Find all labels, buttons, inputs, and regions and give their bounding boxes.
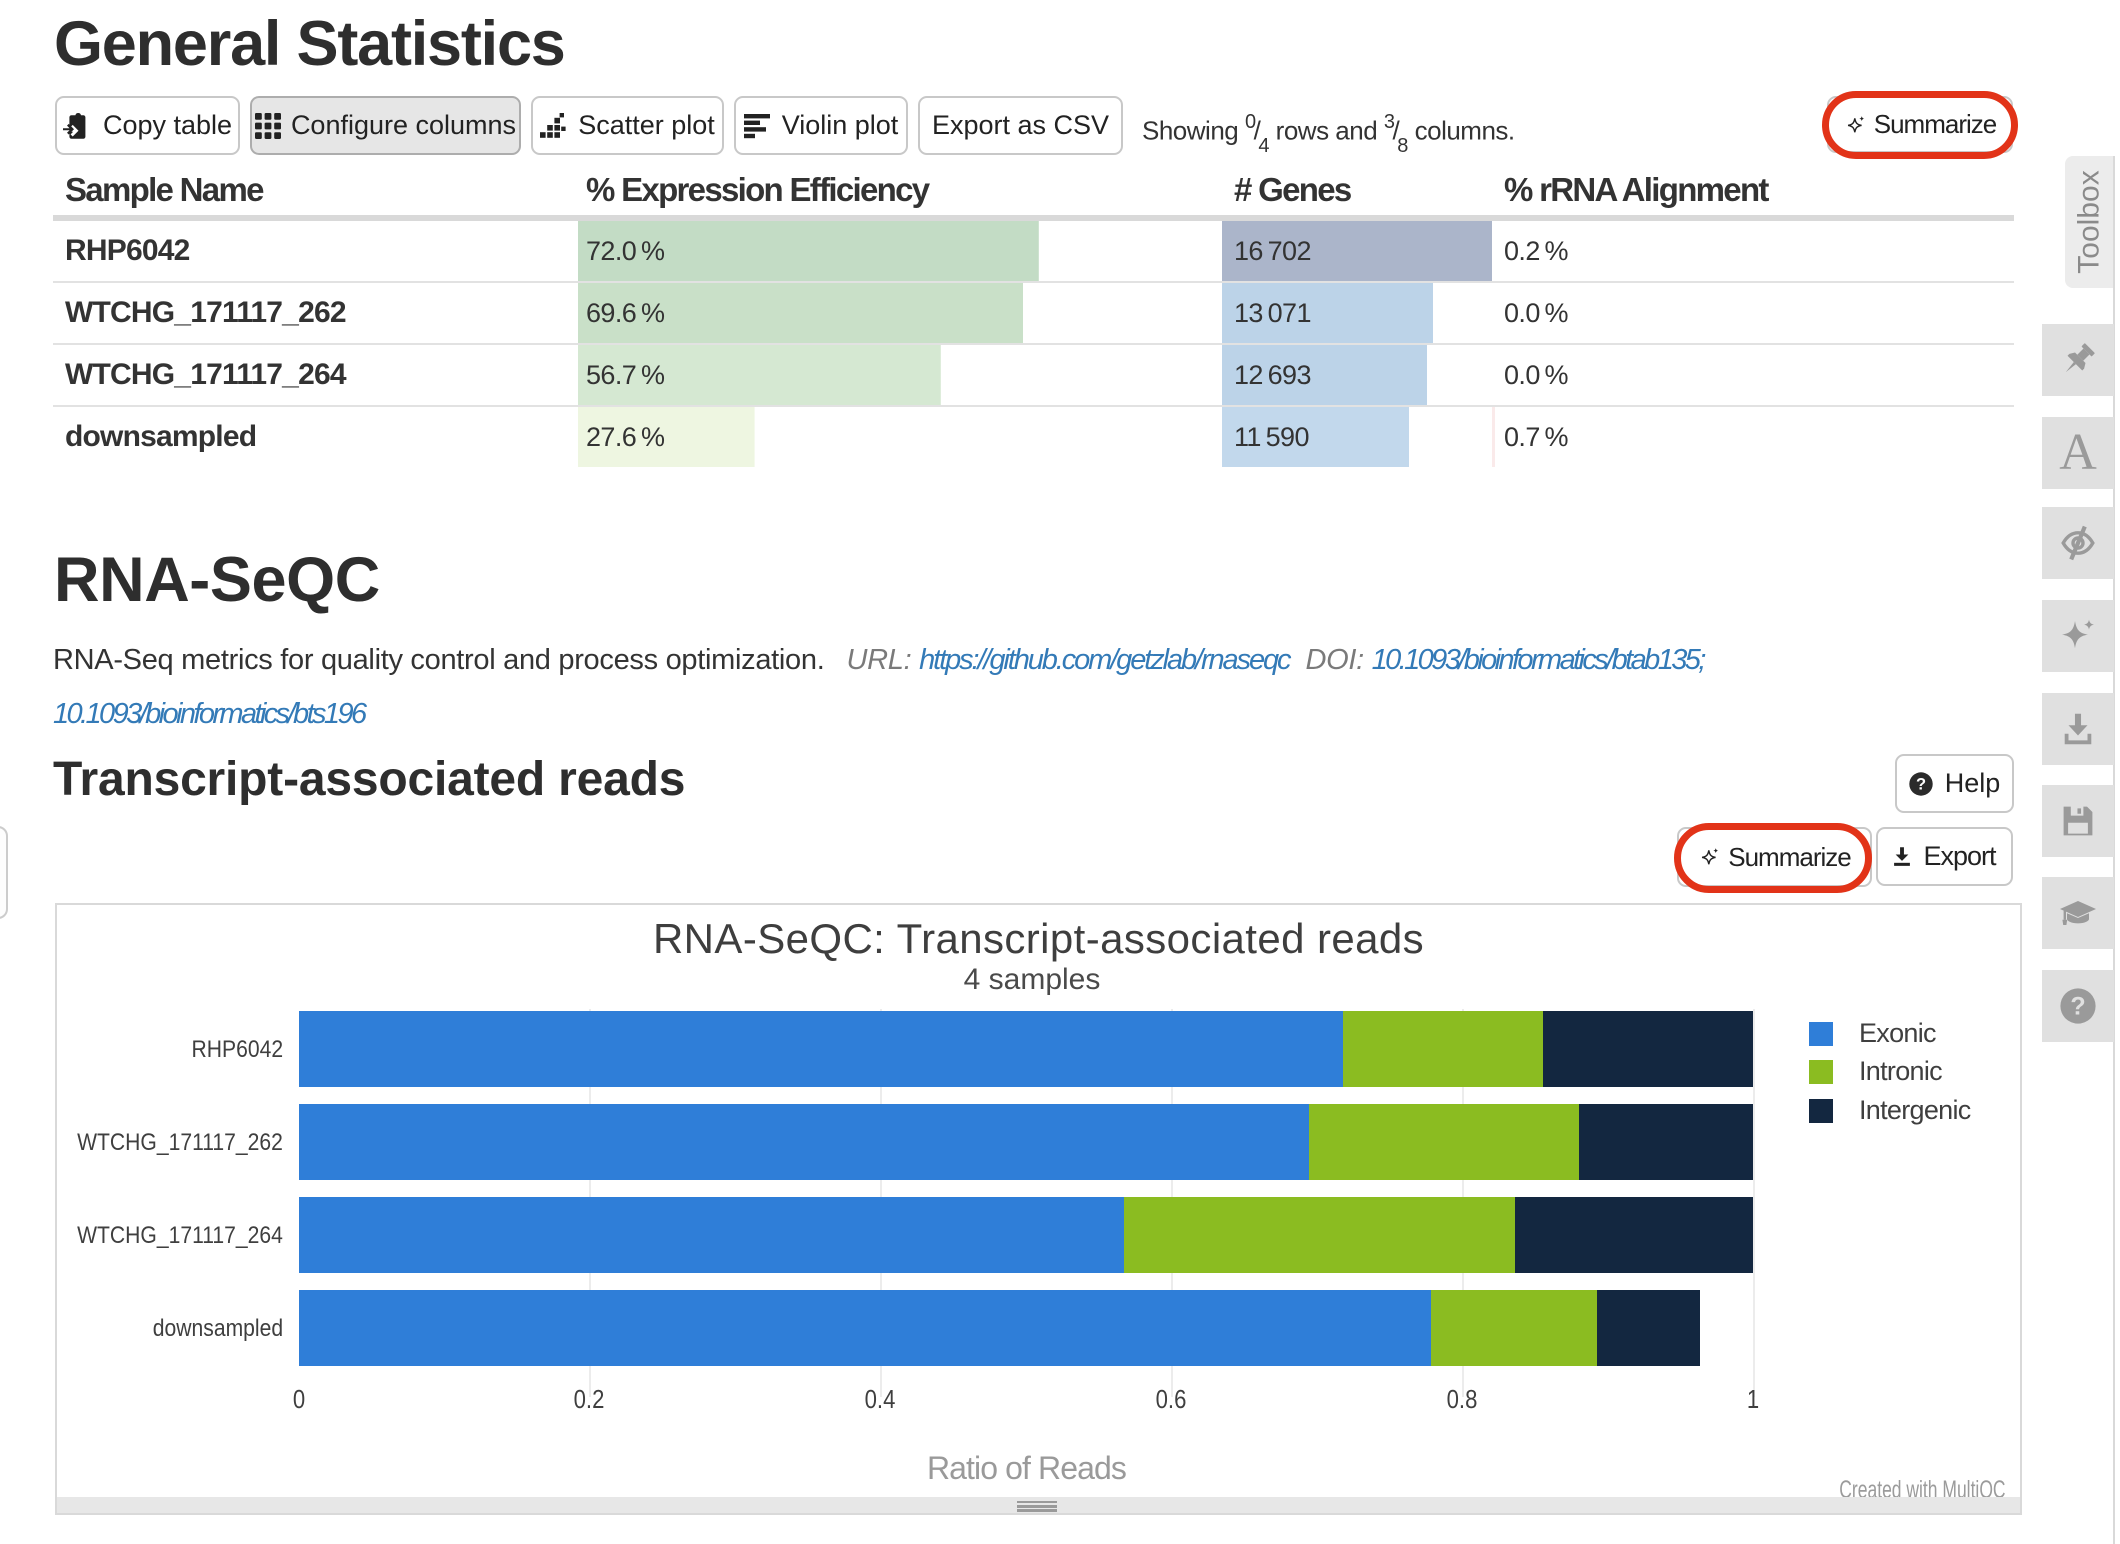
svg-text:?: ? [1916, 775, 1926, 793]
svg-text:?: ? [2070, 992, 2085, 1020]
